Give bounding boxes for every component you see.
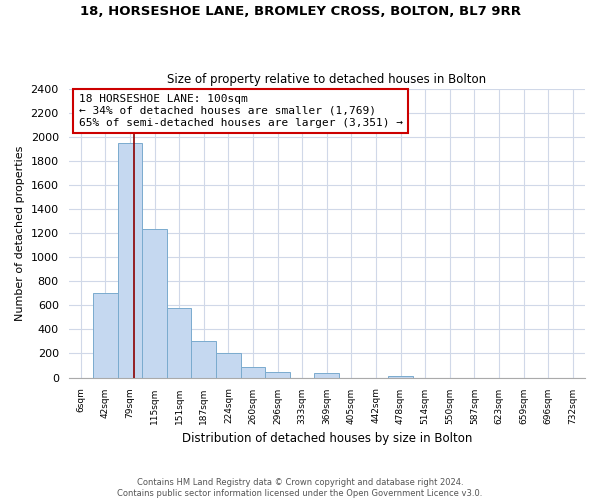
- Bar: [388, 376, 413, 378]
- Text: Contains HM Land Registry data © Crown copyright and database right 2024.
Contai: Contains HM Land Registry data © Crown c…: [118, 478, 482, 498]
- Bar: [142, 230, 167, 378]
- Bar: [167, 308, 191, 378]
- Text: 18, HORSESHOE LANE, BROMLEY CROSS, BOLTON, BL7 9RR: 18, HORSESHOE LANE, BROMLEY CROSS, BOLTO…: [79, 5, 521, 18]
- X-axis label: Distribution of detached houses by size in Bolton: Distribution of detached houses by size …: [182, 432, 472, 445]
- Y-axis label: Number of detached properties: Number of detached properties: [15, 146, 25, 321]
- Bar: [314, 374, 339, 378]
- Text: 18 HORSESHOE LANE: 100sqm
← 34% of detached houses are smaller (1,769)
65% of se: 18 HORSESHOE LANE: 100sqm ← 34% of detac…: [79, 94, 403, 128]
- Bar: [118, 142, 142, 378]
- Bar: [93, 294, 118, 378]
- Bar: [265, 372, 290, 378]
- Bar: [191, 342, 216, 378]
- Bar: [216, 354, 241, 378]
- Bar: [241, 368, 265, 378]
- Title: Size of property relative to detached houses in Bolton: Size of property relative to detached ho…: [167, 73, 487, 86]
